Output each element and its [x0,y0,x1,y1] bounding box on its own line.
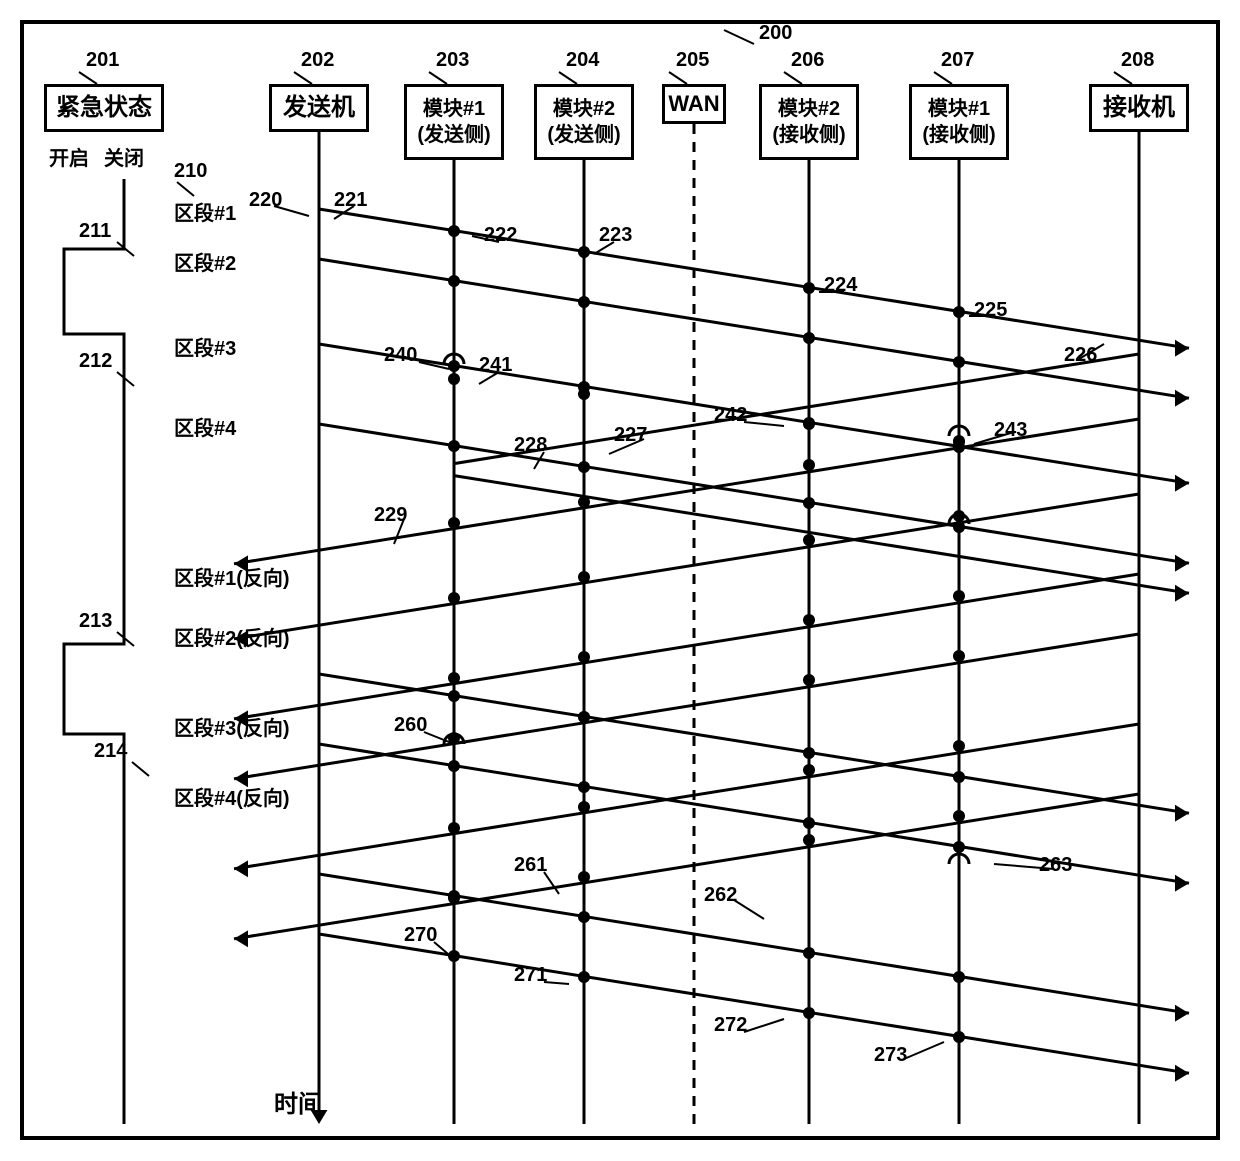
status-on: 开启 [49,142,89,171]
column-c201: 紧急状态 [44,84,164,132]
step-ref-213: 213 [79,610,112,633]
num-228: 228 [514,434,547,457]
num-220: 220 [249,189,282,212]
column-c204: 模块#2(发送侧) [534,84,634,160]
segment-label-seg1r: 区段#1(反向) [174,562,290,591]
num-270: 270 [404,924,437,947]
time-label: 时间 [274,1084,322,1119]
figure-ref-200: 200 [759,22,792,45]
column-c202: 发送机 [269,84,369,132]
segment-label-seg2: 区段#2 [174,247,236,276]
step-ref-211: 211 [79,220,111,243]
segment-label-seg4r: 区段#4(反向) [174,782,290,811]
num-260: 260 [394,714,427,737]
segment-label-seg1: 区段#1 [174,197,236,226]
num-229: 229 [374,504,407,527]
column-c206: 模块#2(接收侧) [759,84,859,160]
num-227: 227 [614,424,647,447]
num-240: 240 [384,344,417,367]
ref-202: 202 [301,49,334,72]
num-261: 261 [514,854,547,877]
ref-205: 205 [676,49,709,72]
num-262: 262 [704,884,737,907]
step-ref-212: 212 [79,350,112,373]
ref-206: 206 [791,49,824,72]
status-off: 关闭 [104,142,144,171]
segment-label-seg3: 区段#3 [174,332,236,361]
num-221: 221 [334,189,367,212]
num-226: 226 [1064,344,1097,367]
num-241: 241 [479,354,512,377]
ref-203: 203 [436,49,469,72]
ref-201: 201 [86,49,119,72]
diagram-container: 200 紧急状态 201 发送机 202 模块#1(发送侧) 203 模块#2(发送侧) 20… [20,20,1220,1140]
num-272: 272 [714,1014,747,1037]
ref-207: 207 [941,49,974,72]
step-ref-210: 210 [174,160,207,183]
segment-label-seg3r: 区段#3(反向) [174,712,290,741]
ref-208: 208 [1121,49,1154,72]
num-273: 273 [874,1044,907,1067]
column-c205: WAN [662,84,726,124]
step-ref-214: 214 [94,740,127,763]
segment-label-seg4: 区段#4 [174,412,236,441]
num-225: 225 [974,299,1007,322]
column-c203: 模块#1(发送侧) [404,84,504,160]
num-223: 223 [599,224,632,247]
column-c208: 接收机 [1089,84,1189,132]
num-263: 263 [1039,854,1072,877]
column-c207: 模块#1(接收侧) [909,84,1009,160]
num-222: 222 [484,224,517,247]
segment-label-seg2r: 区段#2(反向) [174,622,290,651]
num-242: 242 [714,404,747,427]
ref-204: 204 [566,49,599,72]
num-271: 271 [514,964,547,987]
num-224: 224 [824,274,857,297]
num-243: 243 [994,419,1027,442]
